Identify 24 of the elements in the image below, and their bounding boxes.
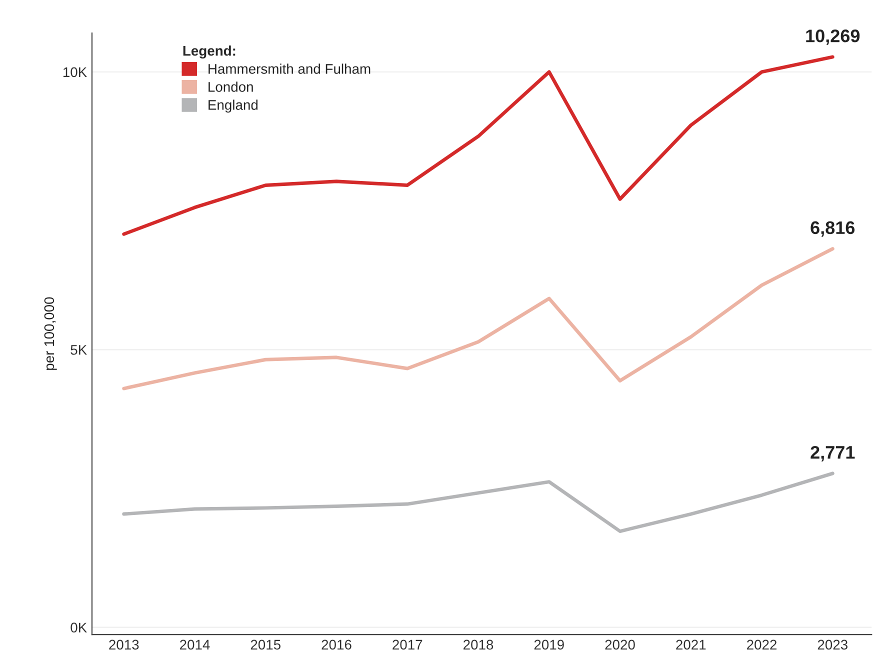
legend-label: Hammersmith and Fulham: [208, 64, 370, 74]
legend-title: Legend:: [183, 46, 236, 59]
y-axis-title: per 100,000: [44, 297, 57, 370]
x-tick-label: 2022: [747, 640, 777, 650]
x-tick-label: 2014: [180, 640, 210, 650]
y-tick-label: 10K: [63, 67, 87, 78]
x-tick-label: 2020: [605, 640, 635, 650]
data-label: 10,269: [806, 30, 860, 45]
x-tick-label: 2021: [676, 640, 706, 650]
line-series: [122, 247, 834, 390]
x-tick-label: 2015: [250, 640, 280, 650]
x-tick-label: 2023: [818, 640, 848, 650]
x-tick-label: 2013: [109, 640, 139, 650]
x-tick-label: 2018: [464, 640, 494, 650]
line-series: [122, 472, 834, 533]
legend-label: London: [208, 82, 253, 92]
x-tick-label: 2017: [392, 640, 422, 650]
y-tick-label: 5K: [70, 345, 87, 355]
x-tick-label: 2016: [322, 640, 352, 650]
data-label: 2,771: [810, 446, 855, 462]
data-label: 6,816: [810, 221, 855, 237]
x-tick-label: 2019: [534, 640, 564, 650]
y-tick-label: 0K: [70, 622, 87, 633]
legend-label: England: [208, 100, 258, 113]
